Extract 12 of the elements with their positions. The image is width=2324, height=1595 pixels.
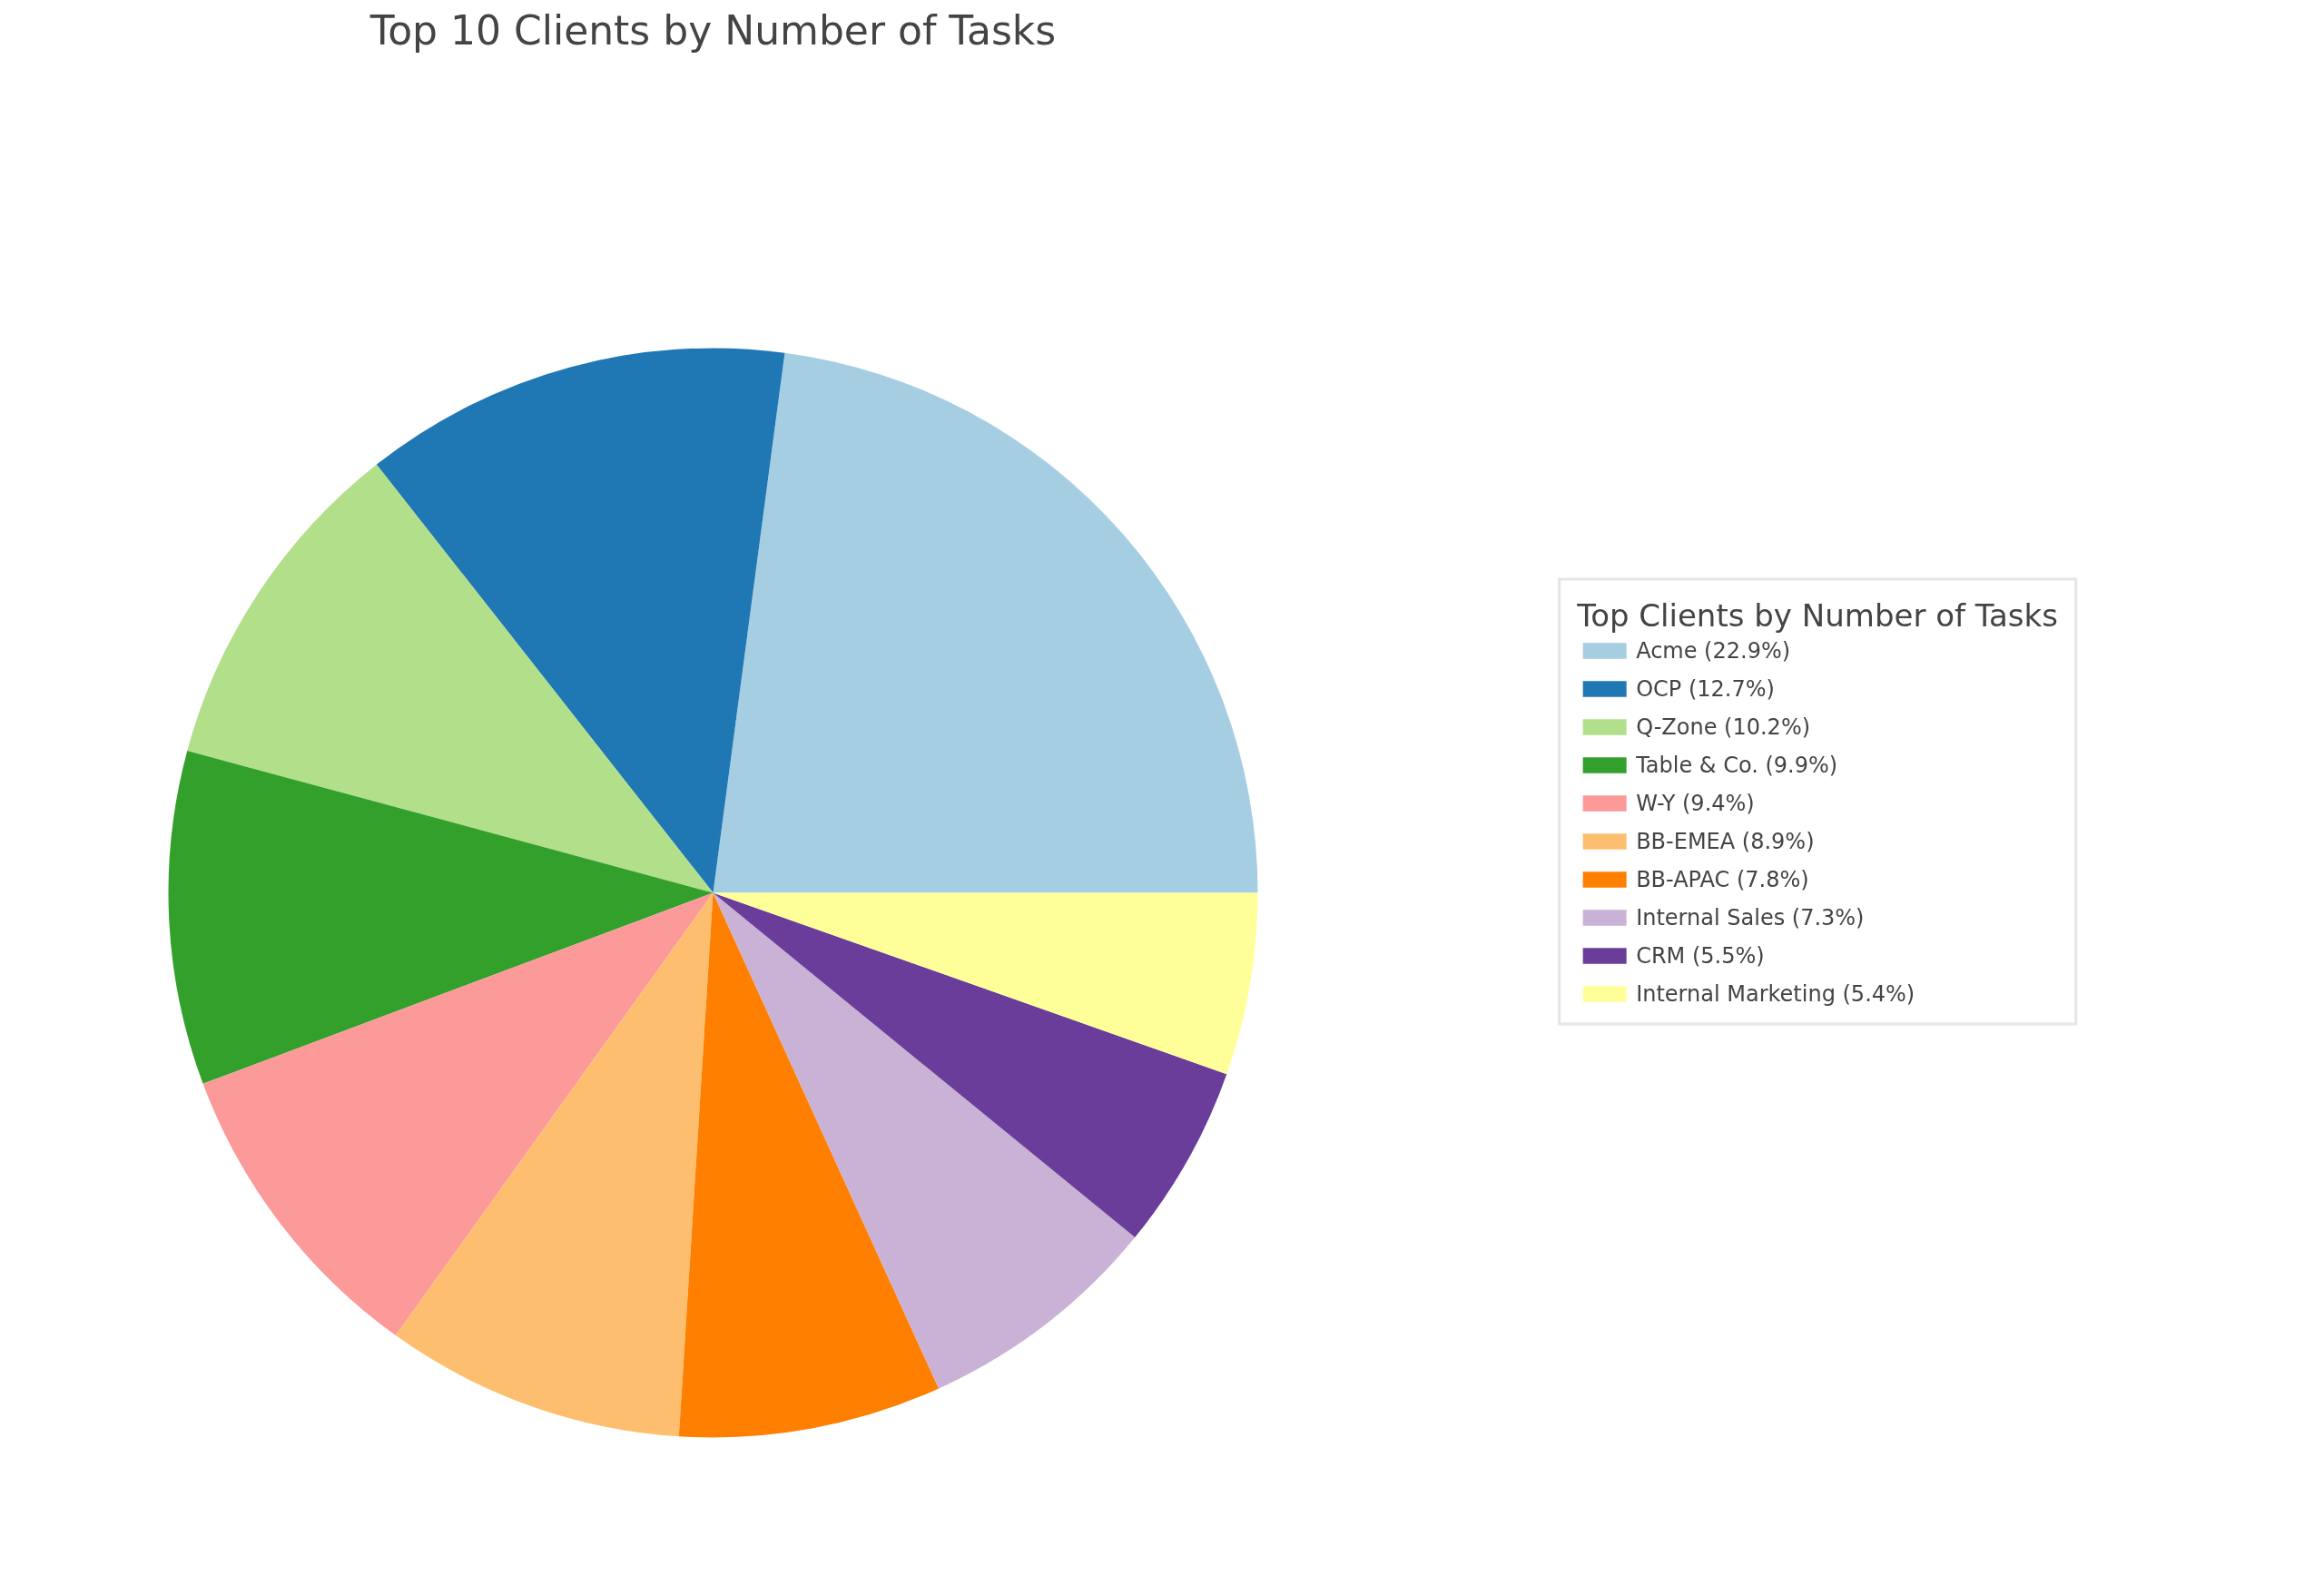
legend-title: Top Clients by Number of Tasks bbox=[1577, 596, 2058, 634]
legend-label: Q-Zone (10.2%) bbox=[1636, 714, 1811, 740]
legend-label: BB-APAC (7.8%) bbox=[1636, 866, 1809, 892]
legend-label: BB-EMEA (8.9%) bbox=[1636, 828, 1815, 854]
legend-label: W-Y (9.4%) bbox=[1636, 790, 1755, 816]
legend-label: CRM (5.5%) bbox=[1636, 942, 1765, 969]
chart-title: Top 10 Clients by Number of Tasks bbox=[369, 6, 1057, 54]
legend-label: Table & Co. (9.9%) bbox=[1636, 752, 1838, 778]
legend-label: Internal Marketing (5.4%) bbox=[1636, 980, 1915, 1007]
legend-label: Acme (22.9%) bbox=[1636, 637, 1791, 664]
legend-label: Internal Sales (7.3%) bbox=[1636, 904, 1865, 930]
legend-label: OCP (12.7%) bbox=[1636, 675, 1775, 702]
